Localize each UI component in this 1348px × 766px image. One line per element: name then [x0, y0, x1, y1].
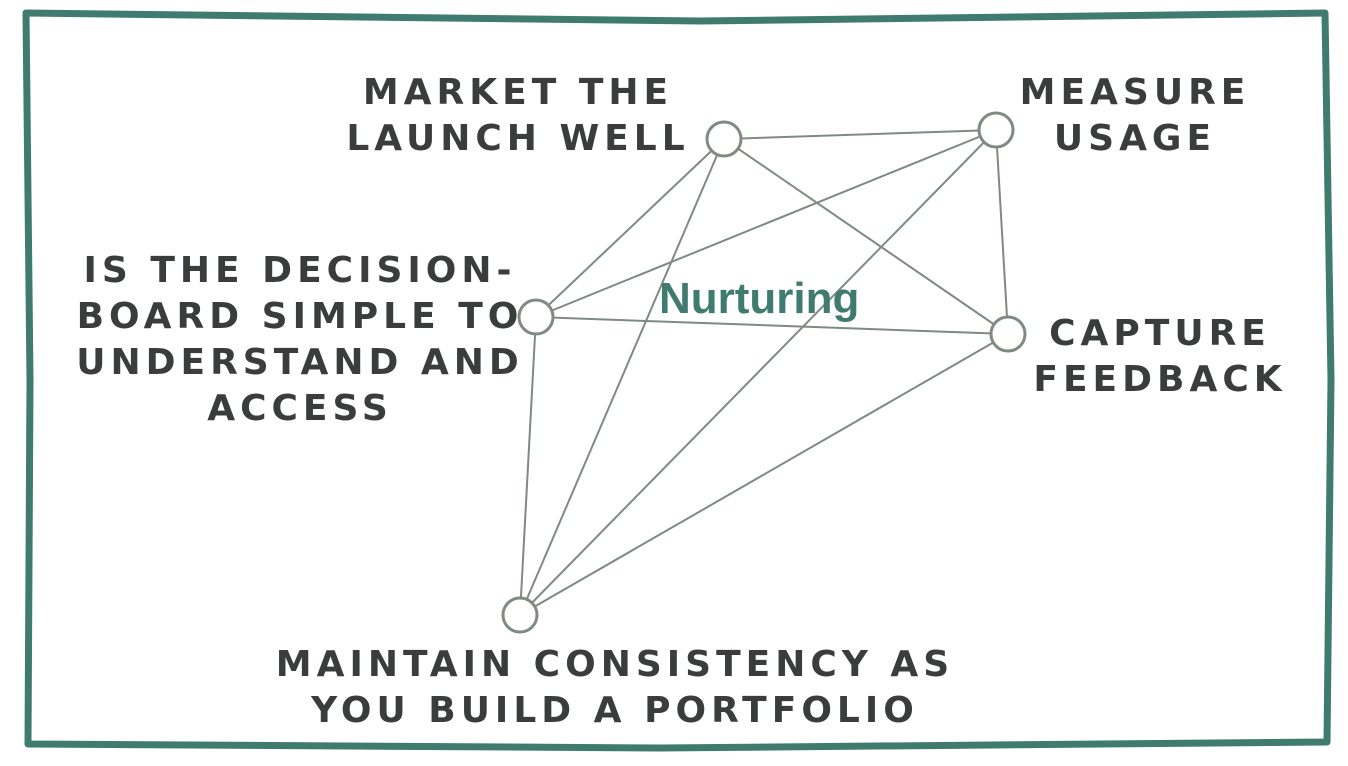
edge-market-consistency — [519, 138, 725, 616]
edge-market-measure — [723, 129, 997, 140]
edge-decision-feedback — [535, 316, 1009, 335]
edge-measure-feedback — [995, 129, 1009, 335]
node-label-market: MARKET THE LAUNCH WELL — [346, 72, 690, 159]
edge-decision-consistency — [519, 316, 537, 616]
node-label-consistency: MAINTAIN CONSISTENCY AS YOU BUILD A PORT… — [275, 644, 955, 731]
node-market — [705, 120, 743, 158]
node-decision — [517, 298, 555, 336]
edge-market-decision — [535, 138, 725, 318]
node-label-decision: IS THE DECISION- BOARD SIMPLE TO UNDERST… — [76, 250, 524, 429]
diagram-title: Nurturing — [659, 274, 860, 323]
node-label-measure: MEASURE USAGE — [1019, 72, 1251, 159]
node-consistency — [501, 596, 539, 634]
node-group — [501, 111, 1027, 634]
node-label-feedback: CAPTURE FEEDBACK — [1033, 313, 1287, 400]
edge-market-feedback — [723, 138, 1009, 335]
edge-feedback-consistency — [519, 333, 1009, 616]
node-measure — [977, 111, 1015, 149]
edge-measure-decision — [535, 129, 997, 318]
edge-measure-consistency — [519, 129, 997, 616]
sketch-frame — [22, 9, 1335, 752]
node-feedback — [989, 315, 1027, 353]
edge-group — [519, 129, 1009, 616]
